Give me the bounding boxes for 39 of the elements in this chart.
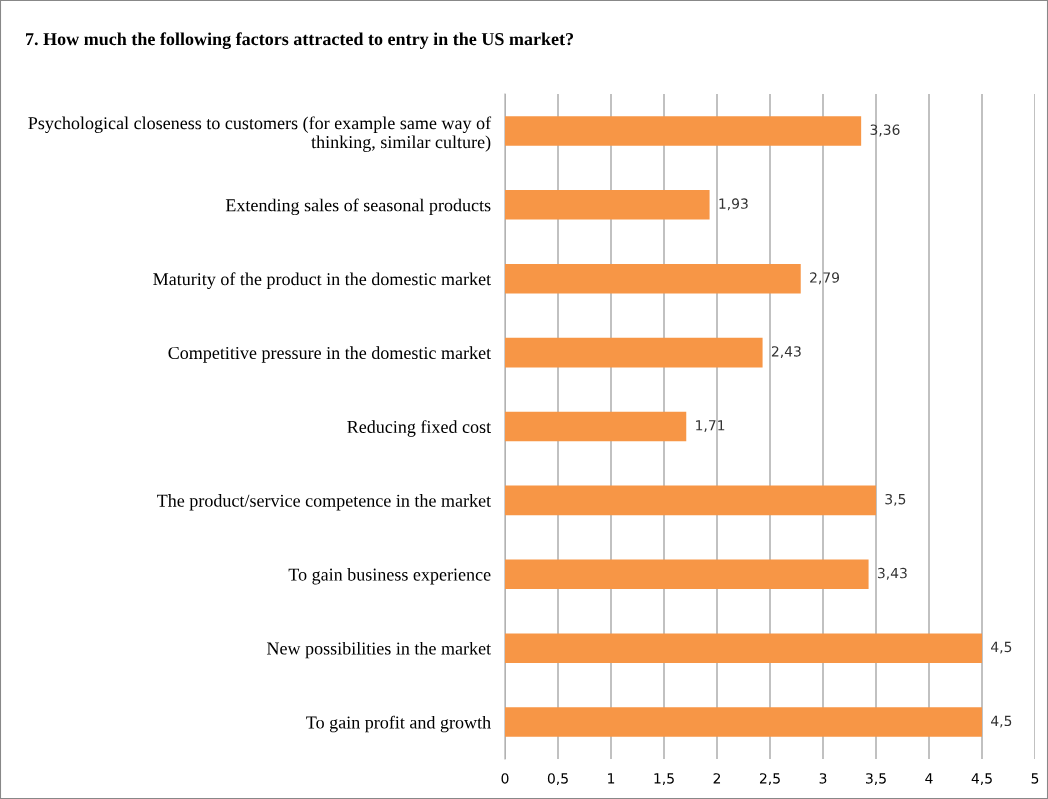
x-tick-label: 4,5 [971,773,992,786]
bar [505,263,801,294]
y-tick-label: Reducing fixed cost [347,420,491,437]
bar [505,411,687,442]
x-tick-label: 3 [819,773,827,784]
data-label: 2,79 [810,272,840,285]
data-label: 4,5 [991,641,1012,654]
data-label: 1,71 [696,420,725,432]
x-tick-label: 1 [608,773,615,784]
bar [505,485,876,516]
text: 7. How much the following factors attracted to entry in the US market? [26,32,574,49]
y-tick-label: To gain profit and growth [306,715,491,733]
x-tick-label: 2 [713,773,721,784]
bar [505,337,763,368]
data-label: 3,36 [870,124,900,137]
data-label: 4,5 [991,715,1012,728]
y-tick-label: New possibilities in the market [266,641,491,659]
data-label: 1,93 [719,198,748,211]
x-tick-label: 3,5 [866,773,886,786]
data-label: 3,5 [885,493,906,506]
y-tick-label: Maturity of the product in the domestic market [153,272,491,289]
x-tick-label: 0 [501,773,509,784]
data-label: 3,43 [877,567,907,580]
x-tick-label: 0,5 [547,773,568,786]
bar [505,190,710,220]
y-tick-label: To gain business experience [288,568,491,585]
x-tick-label: 4 [925,773,933,784]
data-label: 2,43 [771,346,801,359]
y-tick-label: Psychological closeness to customers (for example same way of thinking, similar culture) [28,116,492,152]
bar [505,559,869,590]
y-tick-label: Competitive pressure in the domestic market [168,346,491,363]
bar [505,707,982,737]
y-tick-label: The product/service competence in the market [157,494,491,511]
bar [505,633,982,663]
x-tick-label: 2,5 [759,773,780,786]
x-tick-label: 1,5 [654,773,674,786]
x-tick-label: 5 [1031,773,1039,784]
y-tick-label: Extending sales of seasonal products [225,198,491,216]
bar [505,116,862,146]
